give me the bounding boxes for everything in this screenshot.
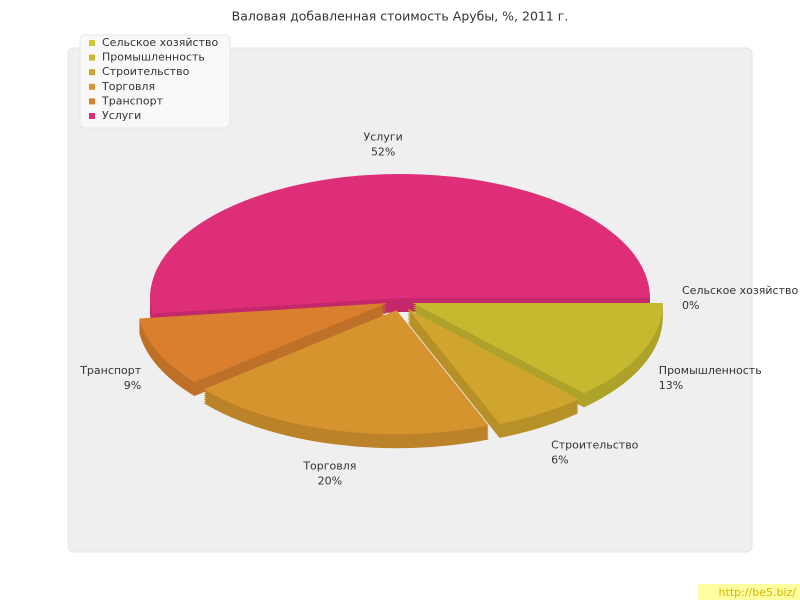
slice-label: Промышленность: [659, 364, 762, 377]
slice: [150, 174, 650, 314]
legend-swatch: [89, 83, 95, 90]
legend-swatch: [89, 113, 95, 119]
slice: [139, 303, 388, 383]
legend-label: Строительство: [102, 65, 190, 78]
slice: [203, 310, 489, 435]
watermark-box: [698, 584, 800, 600]
slice-value-label: 0%: [682, 299, 699, 312]
legend-box: [79, 34, 231, 129]
slice-value-label: 52%: [371, 145, 395, 158]
slice-value-label: 6%: [551, 454, 568, 467]
legend-swatch: [89, 69, 95, 76]
slice: [412, 303, 663, 394]
slice-value-label: 13%: [659, 379, 683, 392]
slice-label: Сельское хозяйство: [682, 284, 798, 297]
legend-swatch: [89, 40, 95, 46]
slice-value-label: 9%: [124, 379, 141, 392]
legend-label: Транспорт: [101, 94, 164, 107]
legend-swatch: [89, 54, 95, 61]
slice-label: Услуги: [364, 130, 403, 143]
slice-label: Транспорт: [79, 364, 142, 377]
slice-label: Строительство: [551, 439, 639, 452]
legend-label: Торговля: [101, 80, 155, 93]
chart-title: Валовая добавленная стоимость Арубы, %, …: [232, 9, 569, 24]
slice-value-label: 20%: [318, 474, 342, 487]
legend-label: Сельское хозяйство: [102, 36, 218, 49]
legend-label: Промышленность: [102, 51, 205, 64]
slice: [407, 308, 579, 424]
legend-swatch: [89, 98, 95, 105]
legend-label: Услуги: [102, 109, 141, 122]
watermark: http://be5.biz/: [719, 586, 797, 599]
slice-label: Торговля: [302, 459, 356, 472]
